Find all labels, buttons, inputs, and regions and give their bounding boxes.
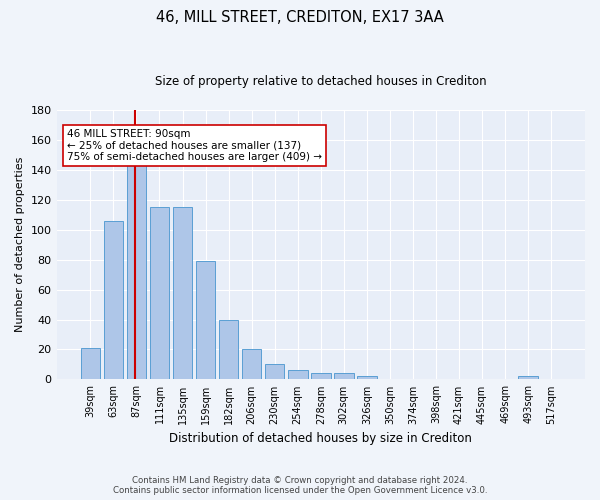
Bar xyxy=(265,364,284,380)
Bar xyxy=(357,376,377,380)
Text: 46, MILL STREET, CREDITON, EX17 3AA: 46, MILL STREET, CREDITON, EX17 3AA xyxy=(156,10,444,25)
Bar xyxy=(334,374,353,380)
Bar xyxy=(288,370,308,380)
Bar xyxy=(196,261,215,380)
Bar xyxy=(80,348,100,380)
Bar xyxy=(518,376,538,380)
Bar xyxy=(104,221,123,380)
Bar xyxy=(127,161,146,380)
Bar xyxy=(242,350,262,380)
Bar xyxy=(173,208,193,380)
Y-axis label: Number of detached properties: Number of detached properties xyxy=(15,157,25,332)
Bar xyxy=(219,320,238,380)
Text: 46 MILL STREET: 90sqm
← 25% of detached houses are smaller (137)
75% of semi-det: 46 MILL STREET: 90sqm ← 25% of detached … xyxy=(67,129,322,162)
X-axis label: Distribution of detached houses by size in Crediton: Distribution of detached houses by size … xyxy=(169,432,472,445)
Bar xyxy=(149,208,169,380)
Title: Size of property relative to detached houses in Crediton: Size of property relative to detached ho… xyxy=(155,75,487,88)
Text: Contains HM Land Registry data © Crown copyright and database right 2024.
Contai: Contains HM Land Registry data © Crown c… xyxy=(113,476,487,495)
Bar xyxy=(311,374,331,380)
